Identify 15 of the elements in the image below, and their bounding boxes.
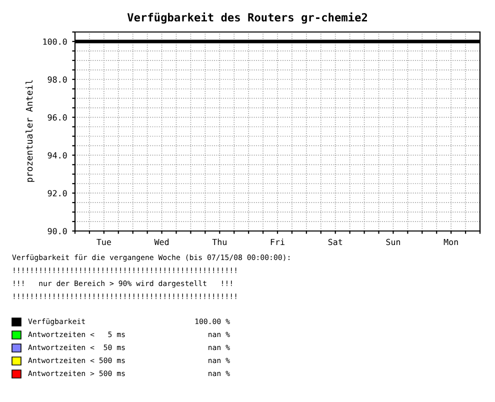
y-tick-label: 92.0 [48,190,67,196]
x-tick-label: Fri [270,238,284,246]
x-tick-label: Wed [154,238,169,246]
chart-title: Verfügbarkeit des Routers gr-chemie2 [127,12,367,24]
y-tick-label: 96.0 [48,114,67,121]
y-axis-title: prozentualer Anteil [26,80,34,182]
y-tick-label: 98.0 [48,76,67,83]
x-tick-label: Thu [212,238,226,246]
y-tick-label: 90.0 [48,228,67,234]
x-tick-label: Tue [96,238,111,246]
x-tick-label: Sat [328,238,342,246]
y-tick-label: 94.0 [48,152,67,158]
x-tick-label: Mon [444,238,458,246]
y-tick-label: 100.0 [43,38,67,45]
x-tick-label: Sun [386,238,400,246]
